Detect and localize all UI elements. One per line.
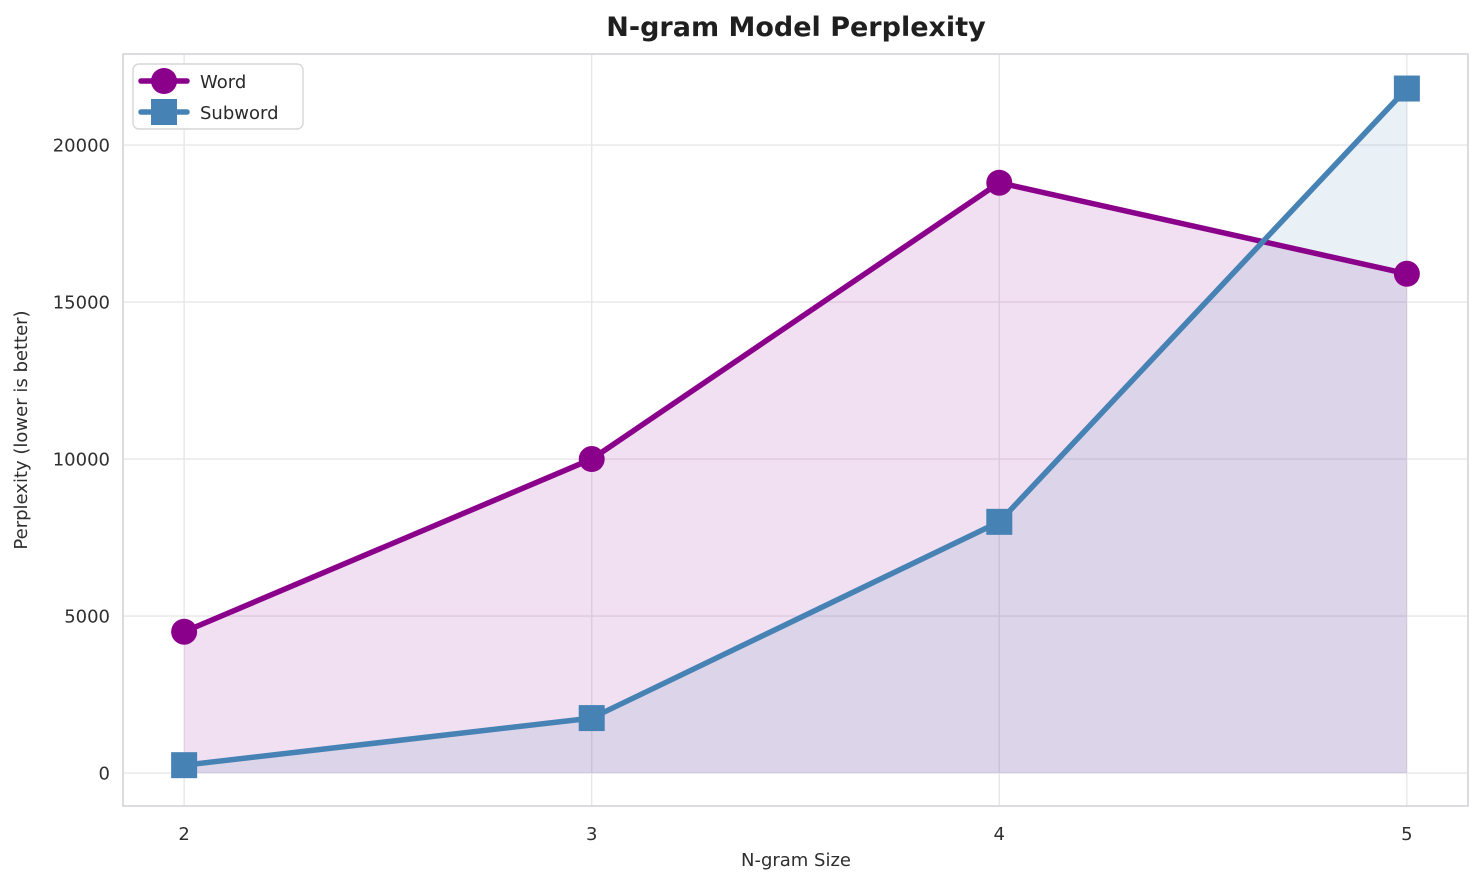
word-line bbox=[181, 179, 1410, 635]
y-tick-label: 0 bbox=[99, 764, 110, 785]
word-marker-icon bbox=[986, 169, 1013, 196]
word-legend-label: Word bbox=[200, 72, 246, 93]
plot-area-background bbox=[123, 54, 1468, 806]
y-tick-label: 15000 bbox=[53, 293, 110, 314]
chart-title: N-gram Model Perplexity bbox=[606, 12, 986, 43]
word-marker-icon bbox=[578, 446, 605, 473]
x-axis-label: N-gram Size bbox=[741, 850, 851, 871]
word-marker-icon bbox=[1393, 260, 1420, 287]
x-tick-label: 5 bbox=[1401, 824, 1412, 845]
word-legend-marker-icon bbox=[151, 68, 177, 94]
word-marker-icon bbox=[171, 618, 198, 645]
plot-border bbox=[122, 53, 1469, 807]
legend-item-subword: Subword bbox=[138, 99, 279, 125]
subword-marker-icon bbox=[578, 705, 605, 732]
subword-fill-area bbox=[184, 88, 1407, 774]
x-tick-label: 4 bbox=[994, 824, 1005, 845]
x-tick-label: 2 bbox=[178, 824, 189, 845]
subword-marker-icon bbox=[1393, 75, 1420, 102]
subword-legend-marker-icon bbox=[151, 99, 177, 125]
legend: Word Subword bbox=[132, 63, 304, 130]
y-axis-label: Perplexity (lower is better) bbox=[11, 310, 32, 549]
subword-legend-label: Subword bbox=[200, 103, 279, 124]
word-fill-area bbox=[184, 182, 1407, 774]
subword-marker-icon bbox=[986, 508, 1013, 535]
x-tick-label: 3 bbox=[586, 824, 597, 845]
subword-line bbox=[181, 85, 1410, 768]
y-tick-label: 20000 bbox=[53, 136, 110, 157]
legend-item-word: Word bbox=[138, 68, 246, 94]
plot-layer: 2 3 4 5 0 5000 10000 15000 20000 bbox=[53, 53, 1469, 845]
subword-marker-icon bbox=[171, 752, 198, 779]
y-tick-label: 5000 bbox=[64, 607, 110, 628]
y-tick-label: 10000 bbox=[53, 450, 110, 471]
